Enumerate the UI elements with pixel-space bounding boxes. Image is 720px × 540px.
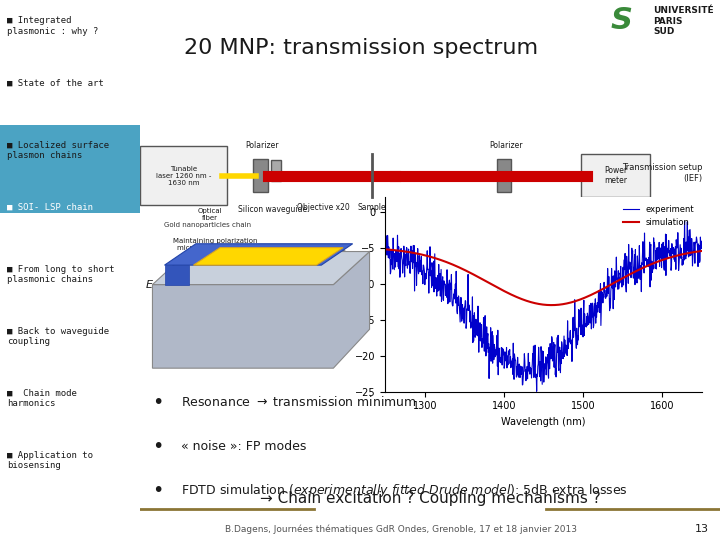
Text: ■ Back to waveguide
coupling: ■ Back to waveguide coupling (7, 327, 109, 346)
experiment (565, 339, 574, 345)
experiment (532, 388, 541, 395)
Text: Silicon waveguide: Silicon waveguide (238, 205, 307, 214)
Text: Gold nanoparticles chain: Gold nanoparticles chain (164, 222, 251, 228)
Text: B.Dagens, Journées thématiques GdR Ondes, Grenoble, 17 et 18 janvier 2013: B.Dagens, Journées thématiques GdR Ondes… (225, 524, 577, 534)
experiment (381, 244, 390, 250)
Text: S: S (611, 6, 633, 35)
Text: •: • (152, 437, 163, 456)
simulation (654, 258, 662, 265)
Line: experiment: experiment (385, 221, 702, 392)
Text: •: • (152, 393, 163, 412)
Text: ■ From long to short
plasmonic chains: ■ From long to short plasmonic chains (7, 265, 114, 284)
experiment (621, 284, 630, 290)
Text: ■ Localized surface
plasmon chains: ■ Localized surface plasmon chains (7, 140, 109, 160)
X-axis label: Wavelength (nm): Wavelength (nm) (501, 417, 586, 427)
experiment (680, 218, 689, 225)
Text: Optical
fiber: Optical fiber (197, 208, 222, 221)
Polygon shape (153, 252, 369, 368)
Text: ■ Application to
biosensing: ■ Application to biosensing (7, 451, 93, 470)
FancyBboxPatch shape (140, 146, 228, 205)
Text: ■ State of the art: ■ State of the art (7, 78, 104, 87)
Text: FDTD simulation ($\mathit{experimentally\ fitted\ Drude\ model}$): 5dB extra los: FDTD simulation ($\mathit{experimentally… (181, 482, 628, 500)
Polygon shape (153, 252, 369, 285)
Text: Tunable
laser 1260 nm -
1630 nm: Tunable laser 1260 nm - 1630 nm (156, 165, 212, 186)
Text: Polarizer: Polarizer (246, 141, 279, 150)
Text: 20 MNP: transmission spectrum: 20 MNP: transmission spectrum (184, 38, 538, 58)
Y-axis label: Optical power (dB): Optical power (dB) (339, 248, 349, 340)
simulation (400, 248, 409, 255)
simulation (583, 293, 592, 300)
Text: → Chain excitation ? Coupling mechanisms ?: → Chain excitation ? Coupling mechanisms… (260, 491, 600, 506)
Text: « noise »: FP modes: « noise »: FP modes (181, 440, 306, 453)
Text: UNIVERSITÉ
PARIS
SUD: UNIVERSITÉ PARIS SUD (653, 6, 714, 36)
Text: Resonance $\rightarrow$ transmission minimum: Resonance $\rightarrow$ transmission min… (181, 395, 417, 409)
experiment (574, 333, 582, 339)
Polygon shape (165, 265, 189, 285)
FancyBboxPatch shape (0, 125, 140, 213)
Text: Maintaining polarization
microlens optical fiber: Maintaining polarization microlens optic… (174, 238, 258, 251)
experiment (698, 245, 706, 251)
FancyBboxPatch shape (271, 160, 282, 181)
simulation (698, 248, 706, 254)
FancyBboxPatch shape (253, 159, 268, 192)
Line: simulation: simulation (385, 249, 702, 305)
simulation (621, 273, 630, 280)
simulation (574, 297, 582, 303)
Text: ■  Chain mode
harmonics: ■ Chain mode harmonics (7, 389, 77, 408)
experiment (654, 247, 662, 254)
FancyBboxPatch shape (497, 159, 511, 192)
Text: Power
meter: Power meter (604, 166, 627, 185)
Text: ■ Integrated
plasmonic : why ?: ■ Integrated plasmonic : why ? (7, 16, 99, 36)
Polygon shape (194, 248, 343, 265)
Text: Transmission setup
(IEF): Transmission setup (IEF) (622, 163, 703, 183)
simulation (547, 302, 556, 308)
Legend: experiment, simulation: experiment, simulation (619, 201, 698, 230)
simulation (381, 246, 390, 253)
FancyBboxPatch shape (581, 154, 650, 197)
experiment (583, 310, 592, 316)
Polygon shape (165, 244, 353, 265)
Text: Polarizer: Polarizer (489, 141, 522, 150)
Text: E: E (145, 280, 152, 289)
experiment (400, 274, 409, 280)
Text: Objective x20: Objective x20 (297, 202, 349, 212)
Text: Sample: Sample (358, 202, 387, 212)
Text: ■ SOI- LSP chain
interfacing: ■ SOI- LSP chain interfacing (7, 202, 93, 222)
Text: •: • (152, 481, 163, 501)
Text: 13: 13 (694, 523, 708, 534)
simulation (565, 300, 574, 306)
